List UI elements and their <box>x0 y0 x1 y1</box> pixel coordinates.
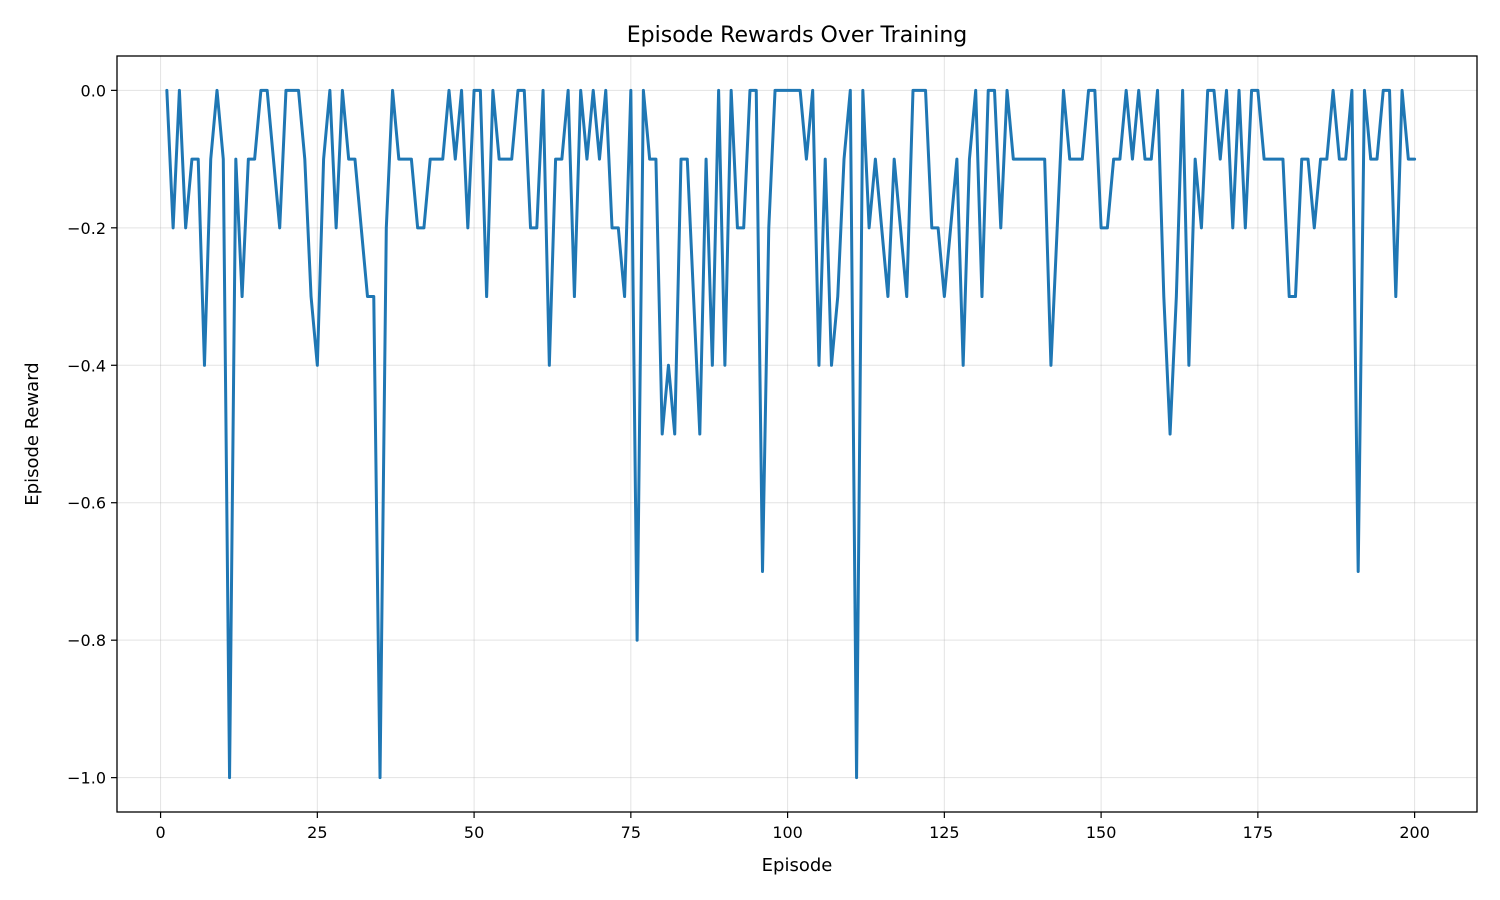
chart-title: Episode Rewards Over Training <box>627 23 968 48</box>
plot-frame <box>116 55 1478 813</box>
y-tick-label: −0.4 <box>67 356 106 375</box>
x-tick-label: 100 <box>772 823 803 842</box>
y-tick-label: −1.0 <box>67 769 106 788</box>
x-tick-label: 175 <box>1243 823 1274 842</box>
series-layer <box>165 88 1417 780</box>
reward-series-line <box>165 88 1417 780</box>
x-tick-label: 75 <box>621 823 641 842</box>
x-tick-label: 200 <box>1399 823 1430 842</box>
grid-lines <box>117 56 1477 812</box>
x-tick-label: 25 <box>307 823 327 842</box>
y-tick-label: 0.0 <box>81 81 106 100</box>
y-axis: 0.0 −0.2 −0.4 −0.6 −0.8 −1.0 <box>67 81 117 788</box>
y-axis-label: Episode Reward <box>22 362 43 505</box>
y-tick-label: −0.2 <box>67 219 106 238</box>
x-tick-label: 0 <box>155 823 165 842</box>
x-tick-label: 50 <box>464 823 484 842</box>
x-tick-label: 150 <box>1086 823 1117 842</box>
x-tick-label: 125 <box>929 823 960 842</box>
x-axis: 0 25 50 75 100 125 150 175 200 <box>155 812 1430 842</box>
x-axis-label: Episode <box>762 855 833 876</box>
y-tick-label: −0.6 <box>67 494 106 513</box>
y-tick-label: −0.8 <box>67 631 106 650</box>
